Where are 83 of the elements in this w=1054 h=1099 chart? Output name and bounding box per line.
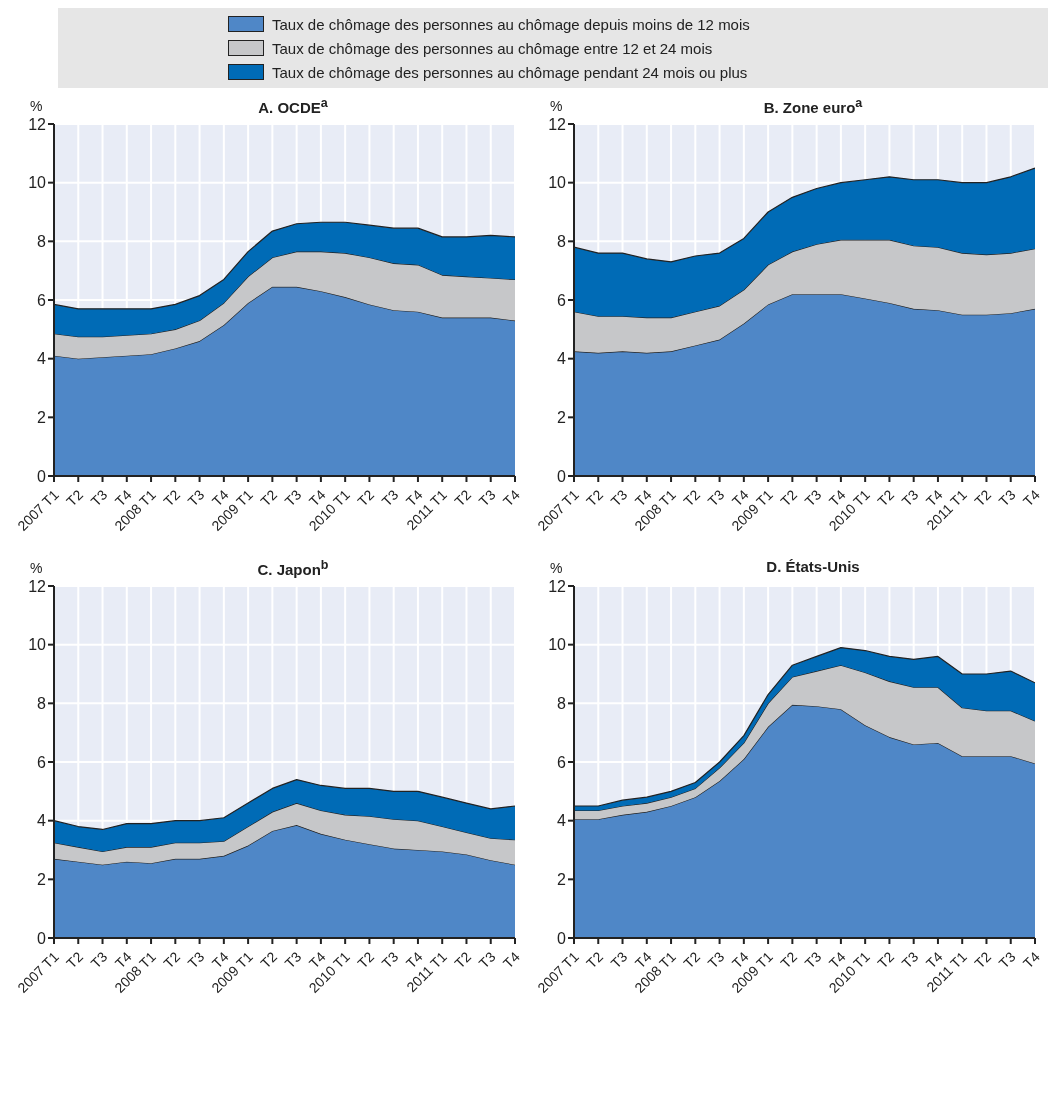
x-tick-label: T4: [1019, 486, 1043, 510]
y-tick-label: 4: [37, 350, 47, 368]
x-tick-label: T4: [499, 486, 523, 510]
x-tick-label: T3: [801, 486, 825, 510]
y-tick-label: 10: [28, 636, 47, 654]
x-tick-label: T3: [704, 948, 728, 972]
chart-title: C. Japon$^{b}$: [256, 558, 330, 578]
x-tick-label: T2: [971, 486, 995, 510]
x-tick-label: T3: [281, 486, 305, 510]
x-tick-label: T3: [87, 948, 111, 972]
y-tick-label: 8: [557, 695, 567, 713]
y-axis-title: %: [30, 560, 43, 576]
x-tick-label: T2: [354, 486, 378, 510]
x-tick-label: T3: [87, 486, 111, 510]
x-tick-label: T2: [354, 948, 378, 972]
y-tick-label: 6: [557, 753, 567, 771]
legend-label: Taux de chômage des personnes au chômage depuis moins de 12 mois: [272, 15, 750, 33]
y-tick-label: 2: [37, 409, 47, 427]
y-tick-label: 12: [28, 115, 47, 133]
x-tick-label: T3: [475, 486, 499, 510]
x-tick-label: T2: [63, 948, 87, 972]
x-tick-label: T2: [451, 486, 475, 510]
y-tick-label: 6: [37, 753, 47, 771]
y-tick-label: 0: [557, 467, 567, 485]
y-tick-label: 8: [37, 233, 47, 251]
x-tick-label: T2: [777, 948, 801, 972]
x-tick-label: T2: [451, 948, 475, 972]
x-tick-label: T2: [63, 486, 87, 510]
y-tick-label: 12: [548, 577, 567, 595]
y-tick-label: 10: [548, 174, 567, 192]
x-tick-label: T2: [680, 948, 704, 972]
y-tick-label: 0: [37, 467, 47, 485]
x-tick-label: T2: [257, 948, 281, 972]
legend-label: Taux de chômage des personnes au chômage entre 12 et 24 mois: [272, 39, 713, 57]
y-tick-label: 4: [557, 350, 567, 368]
x-tick-label: T2: [874, 486, 898, 510]
y-tick-label: 8: [557, 233, 567, 251]
y-tick-label: 8: [37, 695, 47, 713]
x-tick-label: T3: [898, 948, 922, 972]
y-axis-title: %: [550, 98, 563, 114]
x-tick-label: T3: [704, 486, 728, 510]
y-tick-label: 0: [557, 929, 567, 947]
x-tick-label: T3: [184, 948, 208, 972]
y-tick-label: 12: [28, 577, 47, 595]
chart-title: A. OCDE$^{a}$: [257, 96, 329, 116]
x-tick-label: T2: [971, 948, 995, 972]
x-tick-label: T3: [184, 486, 208, 510]
y-tick-label: 12: [548, 115, 567, 133]
y-tick-label: 2: [557, 871, 567, 889]
y-tick-label: 10: [28, 174, 47, 192]
x-tick-label: T2: [583, 948, 607, 972]
x-tick-label: T2: [680, 486, 704, 510]
y-tick-label: 10: [548, 636, 567, 654]
x-tick-label: T2: [874, 948, 898, 972]
legend-label: Taux de chômage des personnes au chômage pendant 24 mois ou plus: [272, 63, 748, 81]
x-tick-label: T3: [281, 948, 305, 972]
y-tick-label: 0: [37, 929, 47, 947]
x-tick-label: T3: [378, 948, 402, 972]
y-tick-label: 2: [557, 409, 567, 427]
chart-title: B. Zone euro$^{a}$: [762, 96, 864, 116]
x-tick-label: T2: [777, 486, 801, 510]
x-tick-label: T2: [257, 486, 281, 510]
x-tick-label: T2: [583, 486, 607, 510]
y-tick-label: 4: [37, 812, 47, 830]
x-tick-label: T3: [995, 948, 1019, 972]
x-tick-label: T2: [160, 948, 184, 972]
y-axis-title: %: [30, 98, 43, 114]
x-tick-label: T3: [378, 486, 402, 510]
x-tick-label: T4: [499, 948, 523, 972]
x-tick-label: T3: [801, 948, 825, 972]
x-tick-label: T3: [607, 948, 631, 972]
x-tick-label: T3: [475, 948, 499, 972]
x-tick-label: T3: [995, 486, 1019, 510]
y-tick-label: 4: [557, 812, 567, 830]
chart-title: D. États-Unis: [765, 558, 861, 575]
x-tick-label: T3: [898, 486, 922, 510]
y-tick-label: 6: [37, 291, 47, 309]
x-tick-label: T4: [1019, 948, 1043, 972]
y-tick-label: 2: [37, 871, 47, 889]
y-tick-label: 6: [557, 291, 567, 309]
x-tick-label: T3: [607, 486, 631, 510]
y-axis-title: %: [550, 560, 563, 576]
x-tick-label: T2: [160, 486, 184, 510]
